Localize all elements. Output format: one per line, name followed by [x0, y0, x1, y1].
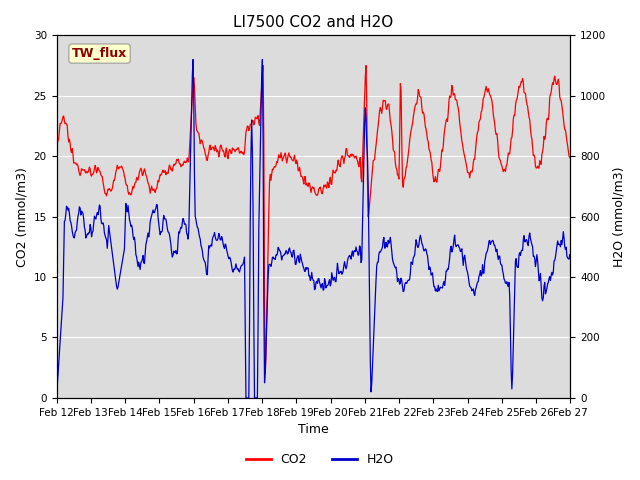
- Text: TW_flux: TW_flux: [72, 47, 127, 60]
- X-axis label: Time: Time: [298, 423, 329, 436]
- Y-axis label: H2O (mmol/m3): H2O (mmol/m3): [612, 167, 625, 267]
- Title: LI7500 CO2 and H2O: LI7500 CO2 and H2O: [234, 15, 394, 30]
- Y-axis label: CO2 (mmol/m3): CO2 (mmol/m3): [15, 167, 28, 266]
- Legend: CO2, H2O: CO2, H2O: [241, 448, 399, 471]
